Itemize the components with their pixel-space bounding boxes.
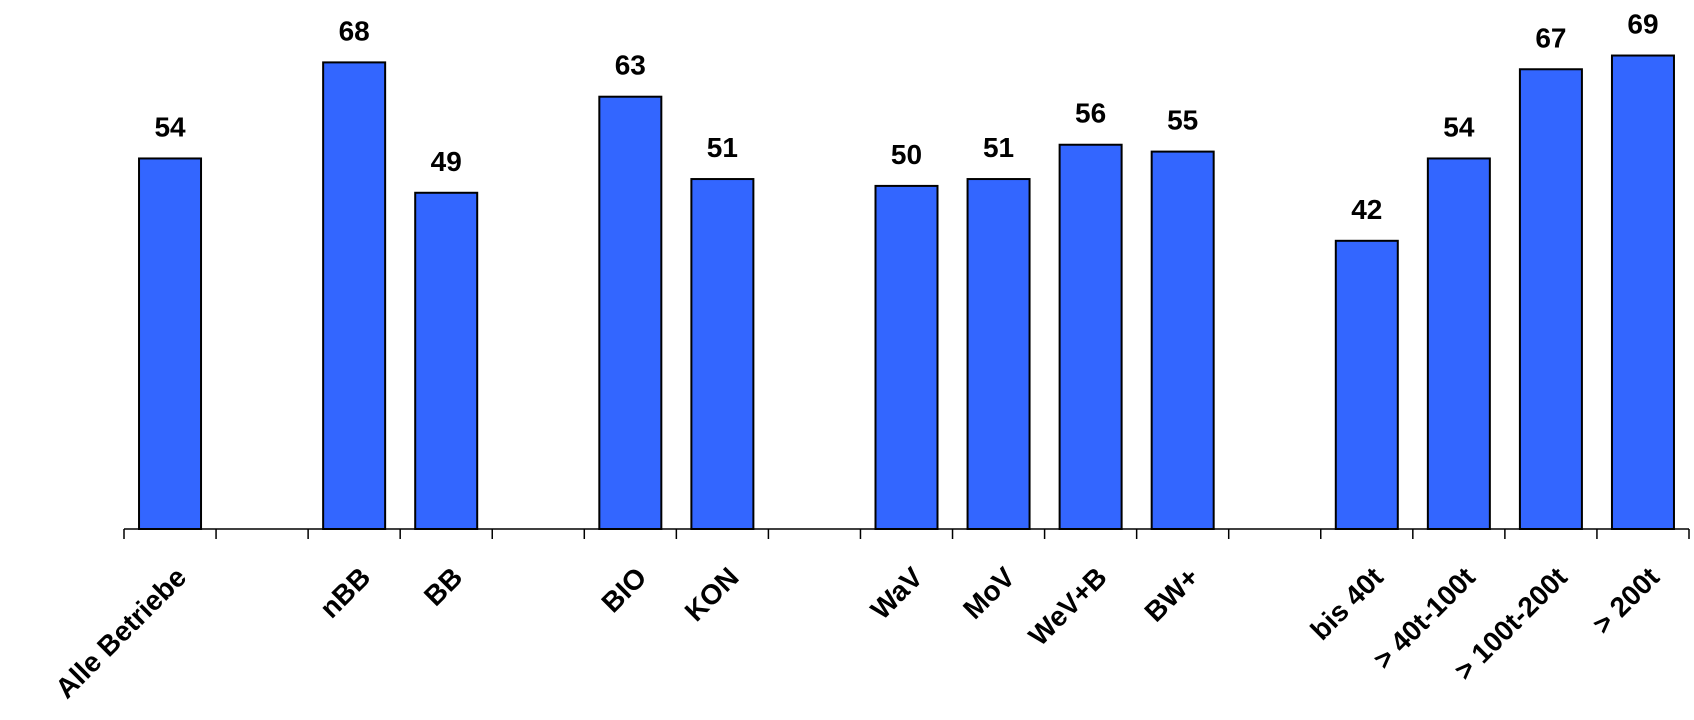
bar-value-label: 51 <box>707 132 738 163</box>
category-label: BB <box>418 561 469 612</box>
bar-value-label: 50 <box>891 139 922 170</box>
category-label: Alle Betriebe <box>49 561 192 704</box>
bar-value-label: 68 <box>339 15 370 46</box>
category-label: bis 40t <box>1304 561 1389 646</box>
bar-value-label: 54 <box>1443 111 1475 142</box>
bar <box>966 178 1031 530</box>
x-axis <box>123 528 1690 539</box>
bar-value-label: 67 <box>1535 22 1566 53</box>
category-label: BW+ <box>1138 561 1204 627</box>
bar <box>1426 157 1491 530</box>
bars-group <box>138 54 1675 530</box>
bar <box>414 191 479 530</box>
category-label: BIO <box>595 561 652 618</box>
category-label: WeV+B <box>1023 561 1113 651</box>
bar <box>690 178 755 530</box>
value-labels-group: 54 68 49 63 51 50 51 56 55 42 54 67 69 <box>154 9 1658 225</box>
category-label: KON <box>679 561 745 627</box>
bar-value-label: 55 <box>1167 105 1198 136</box>
category-label: MoV <box>957 561 1021 625</box>
bar <box>1058 143 1123 530</box>
bar <box>598 95 663 530</box>
bar <box>1610 54 1675 530</box>
bar-value-label: 56 <box>1075 98 1106 129</box>
bar <box>1518 68 1583 530</box>
bar <box>1334 239 1399 530</box>
category-label: WaV <box>865 561 929 625</box>
bar-value-label: 69 <box>1627 9 1658 40</box>
bar-value-label: 49 <box>431 146 462 177</box>
bar-value-label: 63 <box>615 50 646 81</box>
category-labels-group: Alle Betriebe nBB BB BIO KON WaV MoV WeV+B BW+ bi… <box>49 561 1665 704</box>
bar-value-label: 42 <box>1351 194 1382 225</box>
category-label: > 200t <box>1587 561 1666 640</box>
bar <box>322 61 387 530</box>
category-label: nBB <box>314 561 377 624</box>
bar <box>1150 150 1215 530</box>
bar <box>874 184 939 530</box>
bar <box>138 157 203 530</box>
bar-value-label: 54 <box>154 111 186 142</box>
bar-value-label: 51 <box>983 132 1014 163</box>
